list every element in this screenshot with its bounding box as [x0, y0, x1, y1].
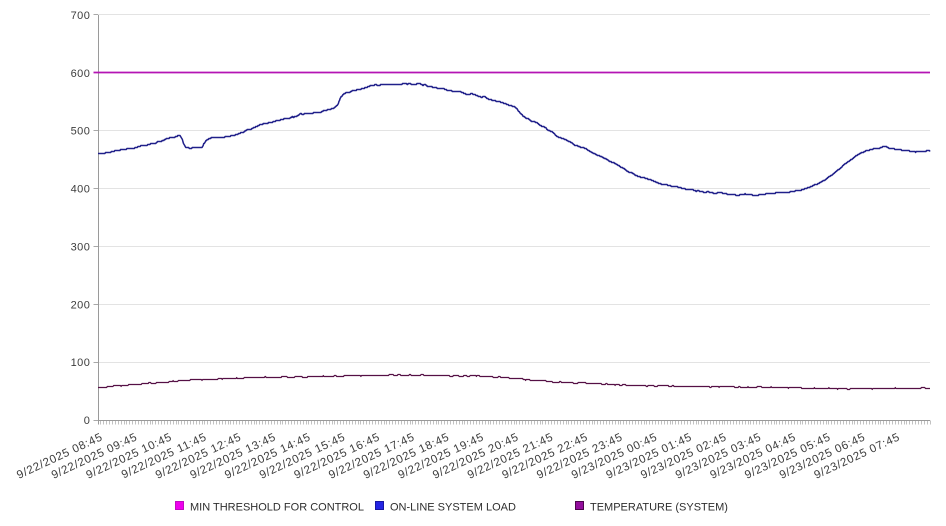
svg-text:ON-LINE SYSTEM LOAD: ON-LINE SYSTEM LOAD: [390, 502, 516, 514]
svg-text:TEMPERATURE (SYSTEM): TEMPERATURE (SYSTEM): [590, 502, 728, 514]
svg-text:700: 700: [71, 10, 91, 22]
svg-text:400: 400: [71, 184, 91, 196]
svg-text:300: 300: [71, 241, 91, 253]
svg-text:600: 600: [71, 68, 91, 80]
svg-text:100: 100: [71, 357, 91, 369]
svg-text:500: 500: [71, 126, 91, 138]
svg-text:200: 200: [71, 299, 91, 311]
svg-text:0: 0: [84, 415, 91, 427]
svg-text:MIN THRESHOLD FOR CONTROL: MIN THRESHOLD FOR CONTROL: [190, 502, 364, 514]
